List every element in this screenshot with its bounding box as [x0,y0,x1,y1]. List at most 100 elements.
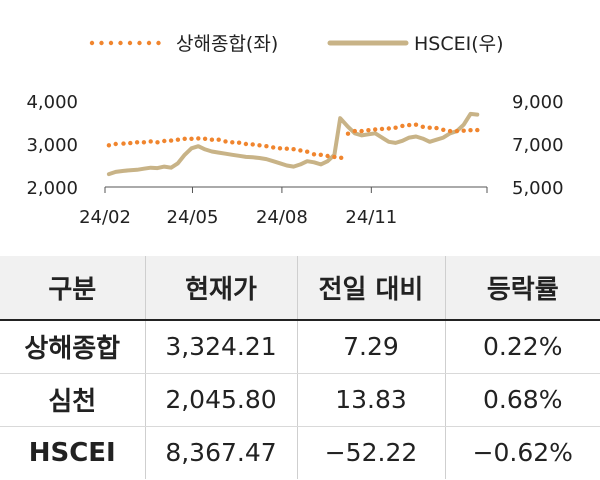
series-point-shanghai [121,141,126,146]
series-point-shanghai [223,139,228,144]
series-point-shanghai [148,139,153,144]
y-left-tick-label: 2,000 [26,178,78,199]
row-name: 심천 [0,373,145,427]
series-point-shanghai [325,153,330,159]
series-point-shanghai [209,137,215,142]
header-category: 구분 [0,256,145,321]
legend-swatch-shanghai [146,40,152,46]
series-point-shanghai [141,140,147,145]
series-point-shanghai [359,128,364,134]
row-name: HSCEI [28,437,116,468]
series-point-shanghai [175,137,181,142]
series-point-shanghai [475,127,480,133]
chart-series [106,111,480,177]
x-tick-label: 24/05 [167,207,219,228]
series-point-shanghai [352,128,357,134]
table-row: 상해종합 3,324.21 7.29 0.22% [0,320,600,374]
row-rate: 0.22% [444,320,600,374]
series-point-shanghai [454,128,460,134]
index-quote-table: 구분 현재가 전일 대비 등락률 상해종합 3,324.21 7.29 0.22… [0,256,600,479]
index-line-chart: 상해종합(좌) HSCEI(우) 24/02 24/05 24/08 24/11 2,00… [26,33,563,228]
series-point-shanghai [134,140,140,145]
header-change: 전일 대비 [296,256,445,321]
series-point-shanghai [386,126,391,131]
legend-swatch-shanghai [118,40,123,46]
series-point-shanghai [373,127,378,132]
series-point-shanghai [216,137,221,142]
series-point-shanghai [413,122,419,127]
series-point-shanghai [339,155,344,160]
x-tick-label: 24/02 [79,207,131,228]
series-point-shanghai [182,136,187,141]
series-point-shanghai [284,146,289,151]
series-point-shanghai [291,147,296,152]
x-tick-label: 24/11 [345,207,397,228]
row-price: 8,367.47 [144,426,297,479]
legend-swatch-shanghai [108,40,114,46]
series-point-shanghai [420,124,425,129]
series-point-shanghai [393,125,398,130]
series-point-shanghai [461,128,466,133]
series-point-shanghai [434,125,439,131]
series-point-shanghai [250,142,255,147]
series-point-shanghai [189,136,194,141]
series-point-shanghai [447,128,453,134]
series-point-shanghai [427,125,432,130]
row-change: −52.22 [296,426,445,479]
series-point-shanghai [318,152,323,157]
series-point-shanghai [264,144,269,149]
series-point-shanghai [230,140,235,145]
series-point-shanghai [257,143,262,148]
series-point-shanghai [468,128,473,133]
table-row: 심천 2,045.80 13.83 0.68% [0,373,600,427]
chart-legend: 상해종합(좌) HSCEI(우) [89,33,504,55]
series-point-shanghai [305,149,310,154]
row-price: 3,324.21 [144,320,297,374]
row-price: 2,045.80 [144,373,297,427]
series-point-shanghai [379,126,385,132]
table-header-row: 구분 현재가 전일 대비 등락률 [0,256,600,321]
row-change: 7.29 [296,320,445,374]
y-right-tick-label: 7,000 [512,135,564,156]
series-point-shanghai [366,128,371,133]
row-rate: 0.68% [444,373,600,427]
series-point-shanghai [407,122,412,128]
legend-swatch-shanghai [89,40,95,46]
series-point-shanghai [236,140,242,145]
series-point-shanghai [128,140,133,146]
series-point-shanghai [113,141,118,147]
series-point-shanghai [311,152,317,157]
row-name: 상해종합 [0,320,145,374]
series-point-shanghai [400,123,405,129]
legend-swatch-shanghai [127,40,133,46]
y-left-tick-label: 4,000 [26,92,78,113]
series-point-shanghai [162,138,167,144]
y-left-tick-label: 3,000 [26,135,78,156]
series-line-hscei [106,111,480,177]
legend-swatch-shanghai [99,40,104,46]
legend-swatch-shanghai [156,40,161,46]
legend-swatch-shanghai [137,40,142,46]
table-row: HSCEI 8,367.47 −52.22 −0.62% [0,426,600,479]
chart-axes: 24/02 24/05 24/08 24/11 2,000 3,000 4,000 5,000… [26,92,563,228]
series-point-shanghai [271,145,276,150]
legend-label-shanghai: 상해종합(좌) [176,33,278,55]
series-point-shanghai [298,148,303,153]
series-point-shanghai [202,136,208,141]
series-point-shanghai [106,143,112,148]
y-right-tick-label: 9,000 [512,92,564,113]
series-point-shanghai [441,127,446,132]
row-change: 13.83 [296,373,445,427]
series-point-shanghai [345,131,351,136]
row-rate: −0.62% [444,426,600,479]
series-point-shanghai [168,138,174,143]
header-rate: 등락률 [444,256,600,321]
x-tick-label: 24/08 [256,207,308,228]
series-point-shanghai [155,140,160,145]
y-right-tick-label: 5,000 [512,178,564,199]
series-point-shanghai [196,136,201,141]
header-price: 현재가 [144,256,297,321]
series-point-shanghai [277,146,283,151]
legend-label-hscei: HSCEI(우) [414,33,504,55]
series-point-shanghai [332,154,337,160]
